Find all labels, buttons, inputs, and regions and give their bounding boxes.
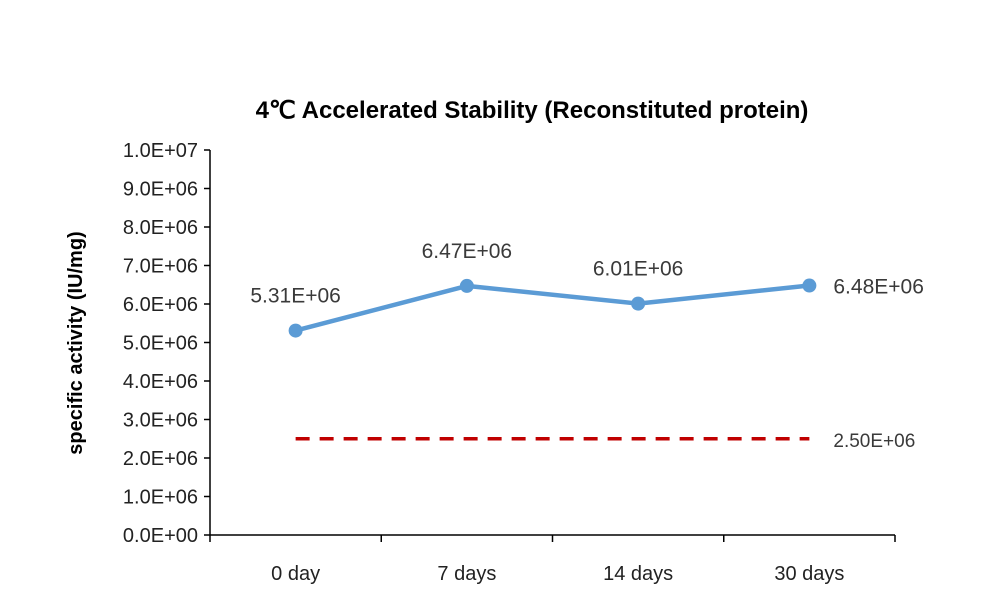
- y-tick-label: 2.0E+06: [123, 448, 198, 470]
- x-tick-label: 14 days: [603, 563, 673, 585]
- y-tick-label: 8.0E+06: [123, 217, 198, 239]
- series-line: [295, 283, 810, 333]
- data-label: 6.01E+06: [593, 258, 684, 281]
- data-label: 6.48E+06: [833, 276, 924, 299]
- x-tick-label: 0 day: [271, 563, 320, 585]
- data-label: 6.47E+06: [422, 240, 513, 263]
- y-tick-label: 1.0E+07: [123, 140, 198, 162]
- x-tick-label: 7 days: [437, 563, 496, 585]
- y-tick-label: 5.0E+06: [123, 333, 198, 355]
- y-tick-label: 7.0E+06: [123, 256, 198, 278]
- data-point: [802, 278, 817, 293]
- y-tick-label: 9.0E+06: [123, 179, 198, 201]
- series-group: 5.31E+06 6.47E+06 6.01E+06 6.48E+06: [250, 240, 924, 338]
- data-point: [288, 323, 303, 338]
- data-point: [459, 278, 474, 293]
- reference-line-group: 2.50E+06: [295, 431, 915, 452]
- y-tick-label: 1.0E+06: [123, 487, 198, 509]
- y-tick-label: 3.0E+06: [123, 410, 198, 432]
- data-label: 5.31E+06: [250, 285, 341, 308]
- y-tick-label: 6.0E+06: [123, 294, 198, 316]
- data-point: [631, 296, 646, 311]
- y-tick-label: 0.0E+00: [123, 525, 198, 547]
- chart-title: 4℃ Accelerated Stability (Reconstituted …: [256, 97, 809, 124]
- y-axis-label: specific activity (IU/mg): [65, 231, 87, 454]
- x-tick-label: 30 days: [774, 563, 844, 585]
- axes: 0.0E+00 1.0E+06 2.0E+06 3.0E+06 4.0E+06 5.0E+…: [123, 140, 896, 585]
- y-tick-label: 4.0E+06: [123, 371, 198, 393]
- reference-line-label: 2.50E+06: [833, 431, 915, 452]
